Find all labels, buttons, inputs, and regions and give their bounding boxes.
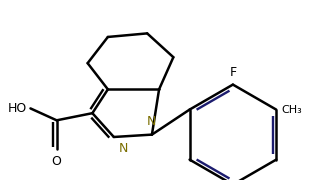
Text: N: N xyxy=(147,115,157,128)
Text: F: F xyxy=(229,66,236,79)
Text: N: N xyxy=(118,142,128,155)
Text: O: O xyxy=(52,155,62,168)
Text: CH₃: CH₃ xyxy=(281,105,302,115)
Text: HO: HO xyxy=(8,102,27,115)
